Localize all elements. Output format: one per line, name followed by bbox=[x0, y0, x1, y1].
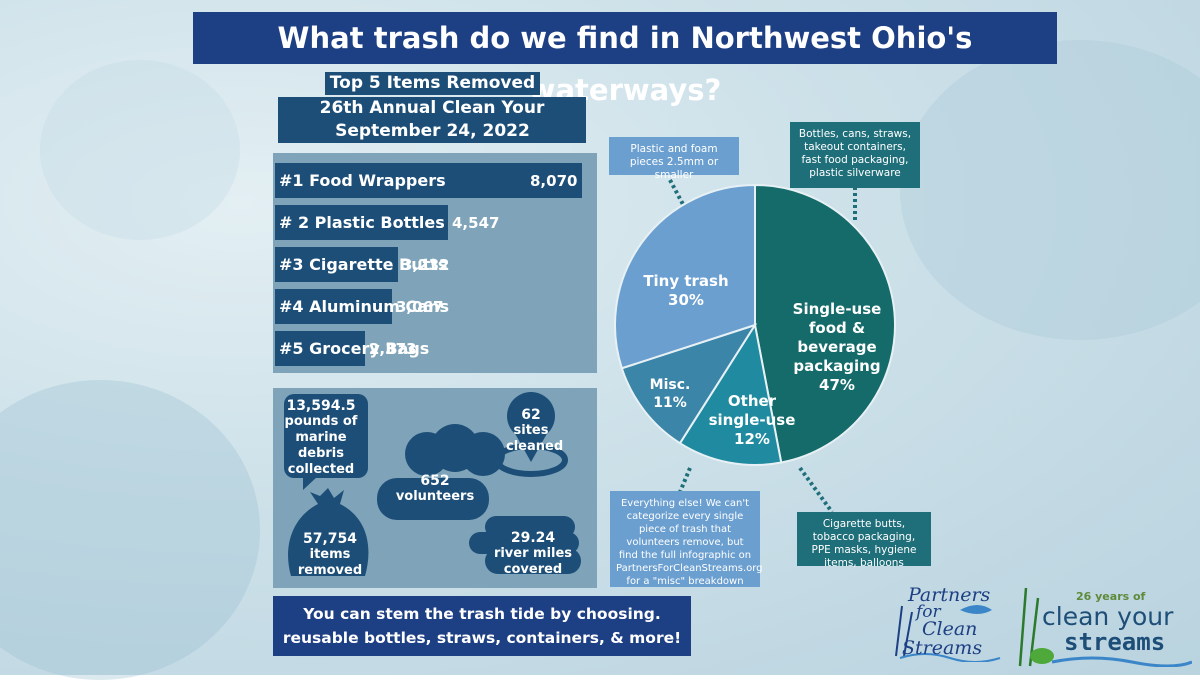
pin-head bbox=[507, 392, 555, 440]
callout-single-use: Bottles, cans, straws, takeout container… bbox=[790, 122, 920, 188]
speech-bubble-shape bbox=[284, 394, 368, 478]
logo-wave bbox=[899, 653, 1001, 663]
pie-slice-name: Other single-use bbox=[708, 392, 796, 429]
stat-sites-number: 62 bbox=[521, 407, 541, 423]
partners-word: Partners bbox=[908, 584, 991, 606]
bar bbox=[275, 331, 365, 366]
pie-slice-value: 11% bbox=[653, 395, 687, 411]
speech-bubble-tail bbox=[303, 476, 318, 490]
stat-items-number: 57,754 bbox=[302, 531, 358, 547]
bar-category-label: #3 Cigarette Butts bbox=[279, 255, 448, 274]
pie-slice-value: 12% bbox=[734, 430, 770, 448]
logo-frog bbox=[1030, 648, 1054, 664]
logo-reed bbox=[903, 611, 913, 657]
stat-items-text: items removed bbox=[297, 547, 363, 578]
bar-value-label: 8,070 bbox=[530, 172, 578, 190]
cys-logo-art bbox=[1018, 587, 1193, 668]
stat-sites: 62 sites cleaned bbox=[506, 407, 564, 455]
pie-slice-value: 47% bbox=[819, 376, 855, 394]
pie-slice-name: Misc. bbox=[649, 377, 691, 393]
pie-slice-name: Tiny trash bbox=[643, 272, 729, 290]
bar-category-label: #5 Grocery Bags bbox=[279, 339, 430, 358]
pie-slice-label: Single-use food & beverage packaging 47% bbox=[772, 300, 902, 395]
bar-value-label: 3,232 bbox=[402, 256, 450, 274]
stat-miles-number: 29.24 bbox=[510, 530, 556, 546]
bar-category-label: #4 Aluminum Cans bbox=[279, 297, 449, 316]
call-to-action: You can stem the trash tide by choosing.… bbox=[273, 596, 691, 656]
cys-streams: streams bbox=[1064, 628, 1166, 656]
bar-value-label: 4,547 bbox=[452, 214, 500, 232]
bar-value-label: 3,067 bbox=[396, 298, 444, 316]
bar bbox=[275, 247, 398, 282]
pie-slice-label: Tiny trash 30% bbox=[636, 272, 736, 310]
bar-category-label: #1 Food Wrappers bbox=[279, 171, 446, 190]
wave-shape bbox=[485, 548, 581, 574]
cys-years: 26 years of bbox=[1076, 590, 1146, 603]
partners-logo-art bbox=[895, 605, 1001, 663]
bar bbox=[275, 289, 392, 324]
trash-bag-shape bbox=[288, 488, 369, 576]
stats-shapes bbox=[284, 392, 581, 576]
cta-line1: You can stem the trash tide by choosing. bbox=[303, 605, 661, 623]
partners-for-clean-streams-logo: Partners for Clean Streams bbox=[890, 582, 1010, 663]
callout-tiny-trash: Plastic and foam pieces 2.5mm or smaller bbox=[609, 137, 739, 181]
callout-other: Cigarette butts, tobacco packaging, PPE … bbox=[797, 512, 931, 569]
subtitle-line1: Top 5 Items Removed bbox=[325, 72, 540, 95]
logo-reed bbox=[895, 605, 903, 657]
clean-word: Clean bbox=[922, 618, 978, 640]
bar bbox=[275, 205, 448, 240]
background-blob bbox=[40, 60, 240, 240]
bar-category-label: # 2 Plastic Bottles bbox=[279, 213, 445, 232]
logo-reed bbox=[1018, 587, 1028, 667]
pie-slice-label: Other single-use 12% bbox=[702, 392, 802, 449]
cys-clean: clean your bbox=[1042, 602, 1174, 631]
bar-value-label: 2,373 bbox=[369, 340, 417, 358]
background-blob bbox=[0, 380, 260, 680]
pie-slice-label: Misc. 11% bbox=[640, 376, 700, 412]
clean-your-streams-logo: 26 years of clean your streams bbox=[1012, 582, 1193, 668]
people-body bbox=[377, 478, 489, 520]
logo-wave bbox=[1051, 656, 1193, 668]
stat-miles: 29.24 river miles covered bbox=[483, 530, 583, 578]
logo-fish bbox=[960, 605, 992, 614]
pin-point bbox=[513, 430, 549, 462]
stat-volunteers: 652 volunteers bbox=[385, 473, 485, 505]
pie-slice-name: Single-use food & beverage packaging bbox=[792, 300, 882, 375]
bar bbox=[275, 163, 582, 198]
stat-pounds-text: pounds of marine debris collected bbox=[284, 414, 358, 477]
person-head bbox=[461, 432, 505, 476]
stat-volunteers-number: 652 bbox=[420, 473, 450, 489]
background-blob bbox=[900, 40, 1200, 340]
pie-slice-value: 30% bbox=[668, 291, 704, 309]
stat-pounds-number: 13,594.5 bbox=[286, 398, 356, 414]
stat-items: 57,754 items removed bbox=[288, 531, 372, 579]
callout-misc: Everything else! We can't categorize eve… bbox=[610, 491, 763, 587]
cta-line2: reusable bottles, straws, containers, & … bbox=[282, 629, 682, 647]
for-word: for bbox=[916, 602, 941, 622]
streams-word: Streams bbox=[902, 637, 983, 659]
stat-pounds: 13,594.5 pounds of marine debris collect… bbox=[276, 398, 366, 478]
stat-miles-text: river miles covered bbox=[493, 546, 573, 577]
stat-volunteers-text: volunteers bbox=[395, 489, 475, 504]
stat-sites-text: sites cleaned bbox=[506, 423, 564, 454]
page-title: What trash do we find in Northwest Ohio'… bbox=[193, 12, 1057, 107]
subtitle-line3: September 24, 2022 bbox=[325, 120, 540, 143]
